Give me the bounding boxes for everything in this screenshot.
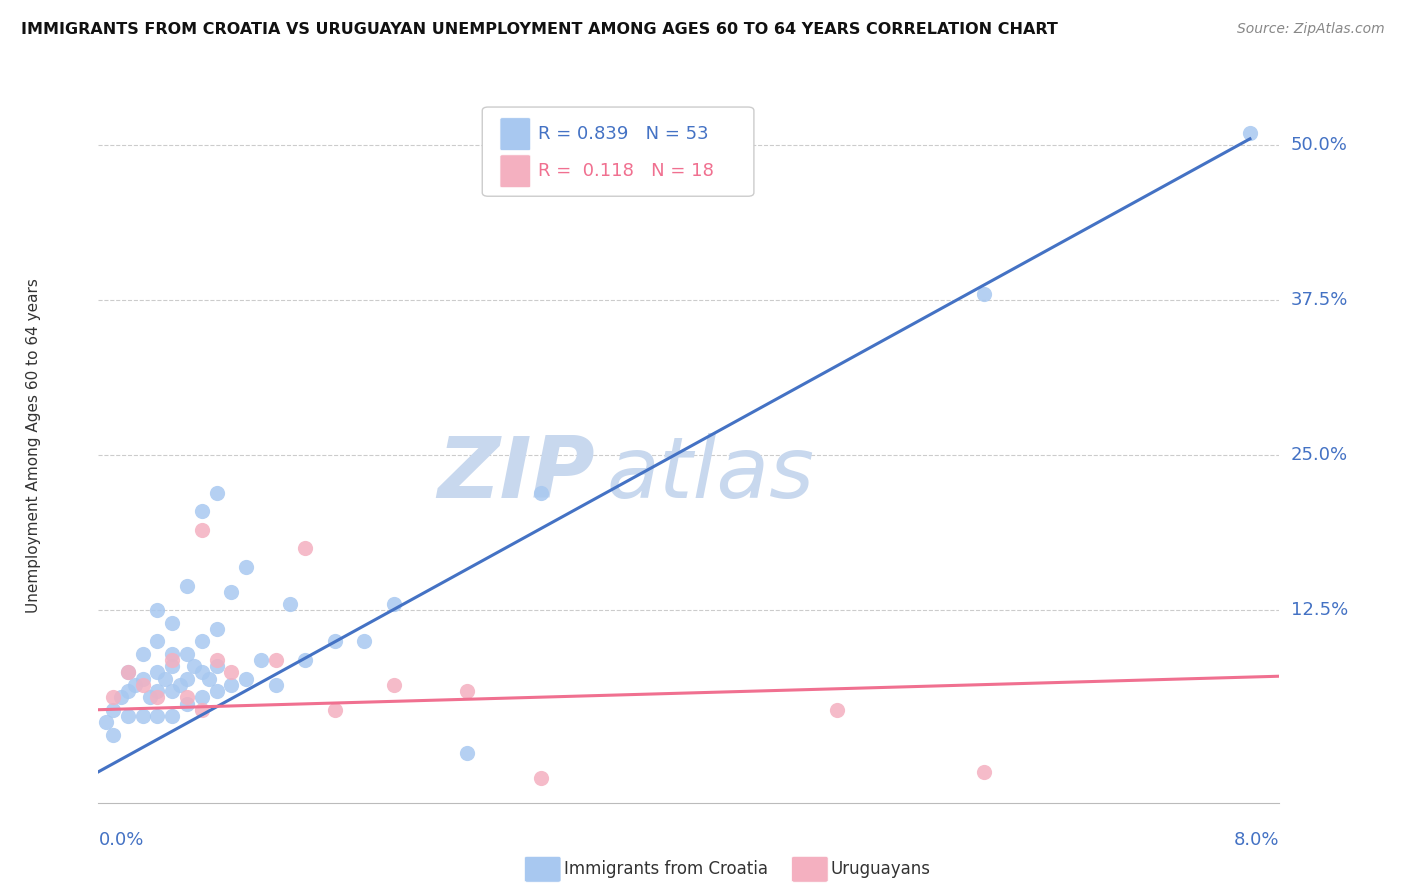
Point [198, 672, 221, 686]
Point [183, 659, 205, 673]
Point [191, 703, 214, 717]
Point [191, 504, 214, 518]
Point [530, 485, 553, 500]
Point [117, 709, 139, 723]
Point [323, 703, 346, 717]
Point [169, 678, 191, 692]
Point [191, 634, 214, 648]
Text: 37.5%: 37.5% [1291, 291, 1348, 310]
Point [103, 703, 124, 717]
Text: ZIP: ZIP [437, 433, 595, 516]
Point [117, 684, 139, 698]
Point [132, 709, 155, 723]
Point [146, 684, 169, 698]
Point [205, 659, 228, 673]
Point [456, 684, 478, 698]
Point [146, 634, 169, 648]
Point [456, 746, 478, 760]
Point [219, 678, 242, 692]
Point [132, 678, 155, 692]
Point [117, 665, 139, 680]
FancyBboxPatch shape [501, 155, 530, 187]
Point [176, 697, 198, 711]
Point [132, 672, 155, 686]
Text: R = 0.839   N = 53: R = 0.839 N = 53 [537, 125, 709, 143]
Text: R =  0.118   N = 18: R = 0.118 N = 18 [537, 162, 714, 180]
Point [205, 622, 228, 636]
Text: 12.5%: 12.5% [1291, 601, 1348, 619]
Point [153, 672, 176, 686]
Point [825, 703, 848, 717]
Point [353, 634, 375, 648]
Point [530, 771, 553, 785]
Text: atlas: atlas [606, 433, 814, 516]
Point [132, 647, 155, 661]
Point [162, 659, 183, 673]
Text: Uruguayans: Uruguayans [831, 860, 931, 878]
Point [124, 678, 146, 692]
Point [323, 634, 346, 648]
Point [205, 653, 228, 667]
Point [117, 665, 139, 680]
Text: Source: ZipAtlas.com: Source: ZipAtlas.com [1237, 22, 1385, 37]
Point [235, 672, 257, 686]
Text: Unemployment Among Ages 60 to 64 years: Unemployment Among Ages 60 to 64 years [25, 278, 41, 614]
Point [235, 560, 257, 574]
Point [103, 690, 124, 705]
Point [294, 653, 316, 667]
Point [1239, 126, 1261, 140]
Point [278, 597, 301, 611]
Text: 50.0%: 50.0% [1291, 136, 1347, 154]
Text: Immigrants from Croatia: Immigrants from Croatia [564, 860, 768, 878]
Point [264, 678, 287, 692]
Point [250, 653, 273, 667]
Point [382, 678, 405, 692]
Point [103, 727, 124, 741]
Point [146, 709, 169, 723]
Point [139, 690, 162, 705]
Point [146, 665, 169, 680]
Point [94, 715, 117, 730]
Point [162, 684, 183, 698]
Point [205, 485, 228, 500]
Point [162, 615, 183, 630]
Point [264, 653, 287, 667]
Point [162, 709, 183, 723]
Point [176, 690, 198, 705]
Point [191, 690, 214, 705]
Point [162, 653, 183, 667]
FancyBboxPatch shape [501, 118, 530, 151]
Text: IMMIGRANTS FROM CROATIA VS URUGUAYAN UNEMPLOYMENT AMONG AGES 60 TO 64 YEARS CORR: IMMIGRANTS FROM CROATIA VS URUGUAYAN UNE… [21, 22, 1057, 37]
Point [176, 647, 198, 661]
Point [191, 523, 214, 537]
Text: 0.0%: 0.0% [98, 831, 143, 849]
Point [382, 597, 405, 611]
Point [146, 603, 169, 617]
Point [973, 287, 995, 301]
Point [973, 764, 995, 779]
Point [146, 690, 169, 705]
Point [191, 665, 214, 680]
Text: 8.0%: 8.0% [1234, 831, 1279, 849]
Point [162, 647, 183, 661]
Point [294, 541, 316, 556]
Point [110, 690, 132, 705]
Text: 25.0%: 25.0% [1291, 446, 1348, 465]
Point [176, 579, 198, 593]
Point [219, 584, 242, 599]
Point [219, 665, 242, 680]
FancyBboxPatch shape [482, 107, 754, 196]
Point [205, 684, 228, 698]
Point [176, 672, 198, 686]
